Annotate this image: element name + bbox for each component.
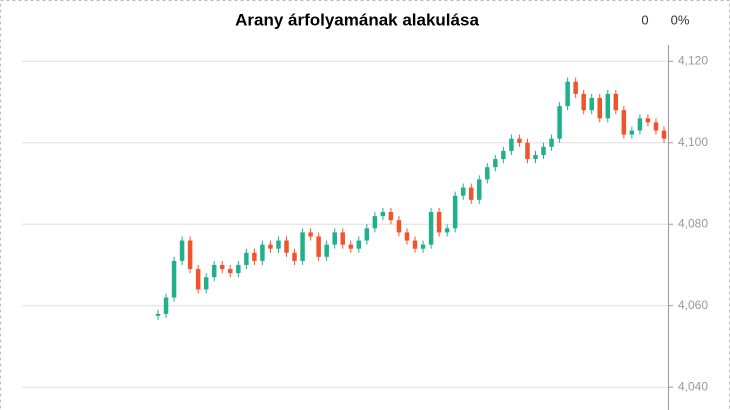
candle-body (396, 220, 402, 233)
candle-body (573, 81, 578, 94)
candle-body (220, 264, 225, 270)
candle-body (171, 260, 177, 298)
chart-title: Arany árfolyamának alakulása (235, 10, 479, 29)
header-value: 0% (671, 12, 690, 27)
candle-body (428, 212, 434, 245)
candle-body (541, 146, 546, 155)
candle-body (597, 97, 602, 119)
candle-body (485, 167, 490, 180)
candle-body (356, 240, 362, 249)
candle-body (436, 212, 442, 233)
candle-body (444, 228, 450, 233)
candle-body (452, 195, 458, 229)
candle-body (629, 130, 635, 135)
candle-body (581, 93, 586, 111)
candle-body (308, 232, 313, 237)
candle-body (236, 264, 241, 274)
y-tick-label: 4,100 (678, 135, 708, 149)
candle-body (163, 297, 169, 314)
candle-body (557, 106, 562, 139)
candle-body (589, 97, 594, 111)
candle-body (477, 179, 482, 200)
candle-body (501, 150, 506, 160)
candle-body (300, 232, 305, 261)
candle-body (155, 313, 161, 316)
candle-body (509, 138, 514, 151)
candle-body (565, 81, 570, 107)
candle-body (244, 252, 249, 265)
candle-body (348, 244, 354, 249)
candle-body (372, 216, 378, 229)
candle-body (645, 118, 651, 123)
candle-body (211, 264, 217, 278)
candle-body (187, 240, 193, 270)
candle-body (653, 122, 659, 131)
candle-body (493, 159, 498, 168)
candle-body (621, 110, 627, 135)
candle-body (605, 93, 611, 119)
candle-body (228, 269, 233, 274)
candle-body (292, 252, 297, 261)
candle-body (340, 232, 345, 245)
candle-body (404, 232, 410, 241)
candle-body (533, 154, 538, 160)
candle-body (284, 240, 289, 253)
y-tick-label: 4,120 (678, 53, 708, 67)
y-tick-label: 4,080 (678, 216, 708, 230)
candle-body (203, 277, 209, 290)
header-value: 0 (641, 12, 648, 27)
y-tick-label: 4,060 (678, 298, 708, 312)
candle-body (388, 212, 394, 221)
candle-body (252, 252, 257, 261)
candle-body (195, 269, 201, 290)
candle-body (380, 212, 386, 217)
candle-body (276, 240, 281, 249)
candle-body (412, 240, 418, 249)
candle-body (268, 244, 273, 249)
y-tick-label: 4,040 (678, 379, 708, 393)
candle-body (332, 232, 337, 245)
candle-body (260, 244, 265, 261)
candle-body (517, 138, 522, 143)
candle-body (316, 236, 321, 257)
candle-body (549, 138, 554, 147)
candle-body (613, 93, 619, 111)
candle-body (420, 244, 426, 249)
candle-body (324, 244, 329, 257)
candle-body (661, 130, 667, 139)
candle-body (460, 187, 466, 196)
candle-body (364, 228, 370, 241)
candle-body (525, 142, 530, 160)
candle-body (637, 118, 643, 131)
candle-body (468, 187, 474, 200)
candle-body (179, 240, 185, 261)
